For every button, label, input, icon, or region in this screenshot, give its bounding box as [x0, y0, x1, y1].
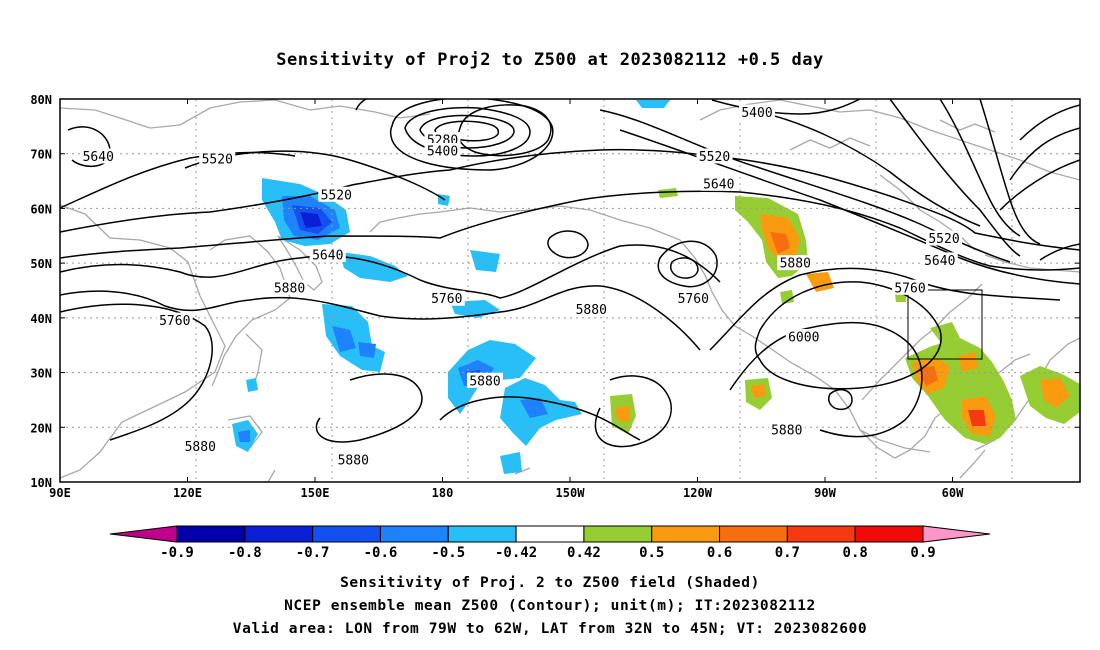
colorbar-label: 0.6 — [707, 545, 732, 561]
contour-label: 5880 — [780, 257, 811, 272]
contour-label: 5640 — [703, 177, 734, 192]
colorbar-segment — [719, 525, 788, 543]
colorbar-segment — [651, 525, 721, 543]
contour-label-bg — [156, 312, 193, 328]
colorbar-label: 0.7 — [775, 545, 800, 561]
lat-label: 40N — [30, 312, 52, 326]
colorbar-label: -0.42 — [495, 545, 537, 561]
colorbar-label: -0.6 — [364, 545, 398, 561]
contour-label: 5640 — [924, 254, 955, 269]
colorbar-label: 0.42 — [567, 545, 601, 561]
colorbar-segment — [176, 525, 246, 543]
contour-label: 5760 — [431, 292, 462, 307]
contour-label: 5880 — [274, 281, 305, 296]
contour-label: 5640 — [312, 248, 343, 263]
contour-label: 5520 — [699, 150, 730, 165]
colorbar-segment — [515, 525, 585, 543]
contour-label: 5880 — [771, 424, 802, 439]
lon-label: 150W — [556, 486, 586, 500]
contour-label-bg — [573, 301, 610, 317]
contour-label: 5880 — [469, 374, 500, 389]
contour-label-bg — [80, 148, 117, 164]
lon-label: 90W — [814, 486, 836, 500]
lat-label: 10N — [30, 476, 52, 490]
longitude-labels: 90E 120E 150E 180 150W 120W 90W 60W — [49, 486, 964, 500]
latitude-labels: 80N 70N 60N 50N 40N 30N 20N 10N — [30, 93, 52, 490]
lon-label: 90E — [49, 486, 71, 500]
colorbar-label: -0.5 — [431, 545, 465, 561]
colorbar-segment — [786, 525, 856, 543]
chart-title: Sensitivity of Proj2 to Z500 at 20230821… — [276, 50, 824, 70]
contour-label-bg — [199, 151, 236, 167]
contour-label: 5760 — [894, 281, 925, 296]
lon-label: 150E — [301, 486, 330, 500]
contour-label: 5760 — [678, 292, 709, 307]
contour-label-bg — [768, 422, 805, 438]
lat-label: 20N — [30, 421, 52, 435]
contour-label-bg — [309, 246, 346, 262]
axis-ticks — [59, 98, 1080, 483]
contour-label-bg — [696, 148, 733, 164]
contour-label: 5640 — [83, 150, 114, 165]
lon-label: 120E — [173, 486, 202, 500]
lat-label: 30N — [30, 367, 52, 381]
contour-label-bg — [271, 279, 308, 295]
contour-label-bg — [700, 175, 737, 191]
z500-contours — [60, 99, 1080, 448]
colorbar-label: -0.7 — [296, 545, 330, 561]
colorbar-label: 0.9 — [910, 545, 935, 561]
colorbar: -0.9 -0.8 -0.7 -0.6 -0.5 -0.42 0.42 0.5 0.6 0.7 0.… — [109, 525, 991, 561]
lat-label: 50N — [30, 257, 52, 271]
caption-line-2: NCEP ensemble mean Z500 (Contour); unit(… — [284, 598, 816, 614]
caption-line-3: Valid area: LON from 79W to 62W, LAT fro… — [232, 621, 868, 637]
colorbar-segment — [312, 525, 381, 543]
contour-label: 5520 — [202, 153, 233, 168]
contour-label-bg — [926, 230, 962, 246]
contour-label-bg — [921, 252, 958, 268]
caption-line-1: Sensitivity of Proj. 2 to Z500 field (Sh… — [340, 575, 760, 591]
contour-label-bg — [335, 452, 372, 468]
colorbar-label: 0.5 — [639, 545, 664, 561]
colorbar-segment — [244, 525, 314, 543]
contour-label-bg — [428, 290, 465, 306]
contour-label: 5760 — [159, 314, 190, 329]
colorbar-label: -0.8 — [228, 545, 262, 561]
contour-label-bg — [785, 329, 822, 345]
colorbar-segment — [379, 525, 449, 543]
contour-label: 5880 — [185, 440, 216, 455]
colorbar-segment — [854, 525, 924, 543]
contour-label: 5520 — [321, 188, 352, 203]
lat-label: 60N — [30, 202, 52, 216]
contour-label-bg — [777, 255, 814, 271]
lat-label: 80N — [30, 93, 52, 107]
contour-label-bg — [892, 279, 928, 295]
colorbar-max-triangle — [922, 525, 991, 543]
contour-label: 5880 — [338, 454, 369, 469]
colorbar-label: 0.8 — [843, 545, 868, 561]
contour-labels: 5640 5520 5520 5640 5880 5760 5880 5880 5760 5880… — [80, 104, 962, 469]
lon-label: 180 — [432, 486, 454, 500]
contour-label-bg — [739, 104, 775, 120]
colorbar-label: -0.9 — [160, 545, 194, 561]
lon-label: 60W — [942, 486, 964, 500]
lat-label: 70N — [30, 148, 52, 162]
contour-label: 5880 — [576, 303, 607, 318]
contour-label-bg — [467, 372, 503, 388]
valid-area-box — [907, 289, 983, 360]
contour-label-bg — [318, 186, 355, 202]
colorbar-segment — [447, 525, 517, 543]
contour-label-bg — [424, 142, 461, 158]
contour-label: 5400 — [427, 144, 458, 159]
colorbar-min-triangle — [109, 525, 178, 543]
contour-label-bg — [182, 438, 219, 454]
colorbar-segment — [583, 525, 653, 543]
lon-label: 120W — [683, 486, 713, 500]
contour-label: 5400 — [741, 106, 772, 121]
contour-label: 6000 — [788, 331, 819, 346]
contour-label-bg — [675, 290, 712, 306]
contour-label: 5520 — [928, 232, 959, 247]
